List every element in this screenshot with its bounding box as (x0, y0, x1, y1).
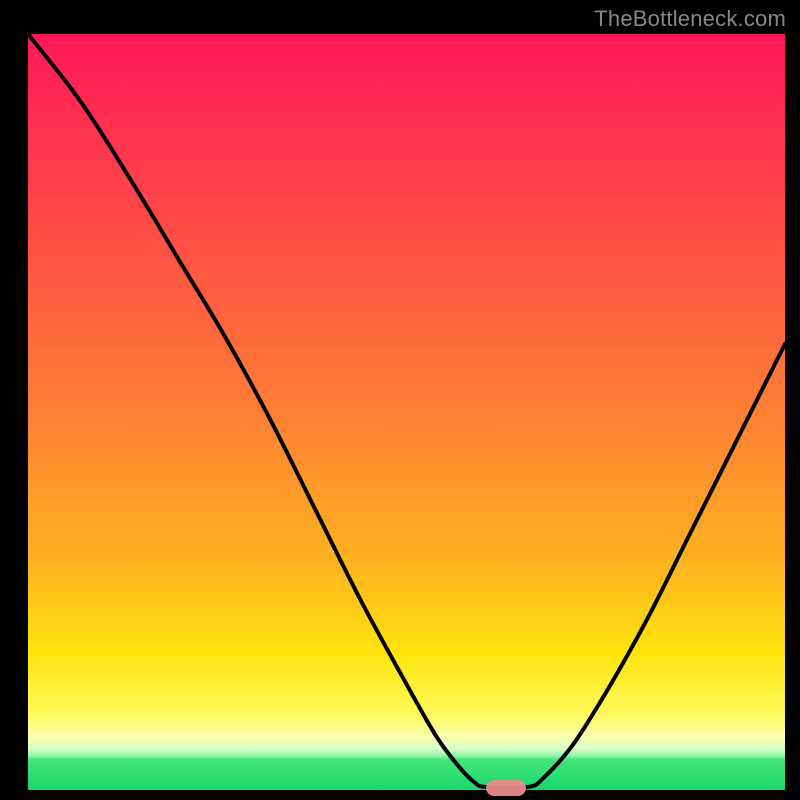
chart-page: TheBottleneck.com (0, 0, 800, 800)
watermark-text: TheBottleneck.com (594, 6, 786, 32)
bottleneck-curve (28, 34, 785, 788)
plot-area (28, 34, 785, 790)
curve-layer (28, 34, 785, 790)
optimum-marker (486, 780, 526, 796)
